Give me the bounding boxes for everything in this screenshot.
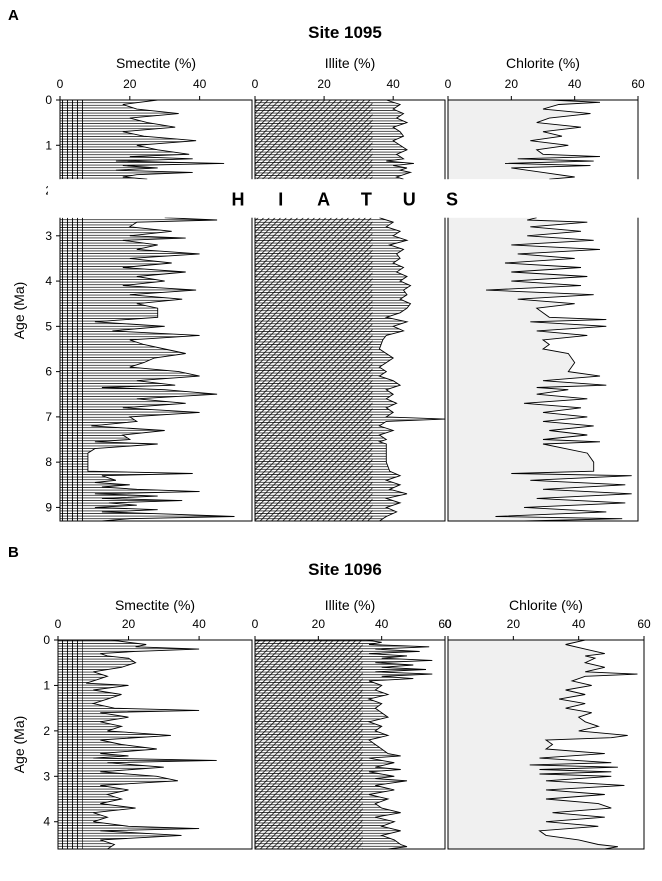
x-tick-label: 20 <box>312 617 326 631</box>
hiatus-letter: T <box>361 189 372 209</box>
data-area-fill <box>448 640 638 849</box>
x-tick-label: 0 <box>252 77 259 91</box>
track-label: Illite (%) <box>325 55 376 71</box>
track-label: Chlorite (%) <box>509 597 583 613</box>
hiatus-letter: I <box>278 189 283 209</box>
data-area-fill <box>448 100 600 180</box>
data-curve <box>386 100 414 180</box>
y-tick-label: 1 <box>45 138 52 152</box>
track-smectite: 0 20 40 Smectite (%) <box>55 597 253 850</box>
data-base-fill <box>255 217 373 521</box>
panel-label: A <box>8 7 19 24</box>
data-curve <box>365 640 433 849</box>
x-tick-label: 40 <box>387 77 401 91</box>
x-tick-label: 60 <box>637 617 651 631</box>
data-base-fill <box>60 217 85 521</box>
y-tick-label: 1 <box>43 678 50 692</box>
y-tick-label: 6 <box>45 365 52 379</box>
x-tick-label: 40 <box>192 617 206 631</box>
x-tick-label: 0 <box>55 617 62 631</box>
data-curve <box>86 640 217 849</box>
data-area-fill <box>58 640 217 849</box>
track-smectite: 0 20 40 Smectite (%) <box>57 55 253 522</box>
panel-title: Site 1095 <box>308 23 382 42</box>
hiatus-mask <box>48 179 648 218</box>
track-frame <box>254 99 446 522</box>
x-tick-label: 20 <box>317 77 331 91</box>
x-tick-label: 60 <box>631 77 645 91</box>
data-curve <box>485 217 632 521</box>
track-illite: 0 20 40 Illite (%) <box>252 55 446 522</box>
track-frame <box>57 639 253 850</box>
panel-label: B <box>8 544 19 561</box>
data-base-fill <box>255 640 363 849</box>
data-curve <box>529 640 638 849</box>
y-tick-label: 2 <box>43 724 50 738</box>
data-curve <box>504 100 601 180</box>
y-tick-label: 0 <box>43 633 50 647</box>
x-tick-label: 40 <box>193 77 207 91</box>
data-curve <box>115 100 225 180</box>
track-frame <box>447 639 645 850</box>
y-tick-label: 3 <box>43 769 50 783</box>
data-curve <box>377 217 445 521</box>
track-label: Smectite (%) <box>116 55 196 71</box>
track-label: Smectite (%) <box>115 597 195 613</box>
panel-title: Site 1096 <box>308 560 382 579</box>
x-tick-label: 40 <box>572 617 586 631</box>
x-tick-label: 40 <box>568 77 582 91</box>
x-tick-label: 0 <box>445 617 452 631</box>
data-base-fill <box>58 640 83 849</box>
data-base-fill <box>60 100 85 180</box>
x-tick-label: 0 <box>57 77 64 91</box>
y-tick-label: 4 <box>43 815 50 829</box>
track-chlorite: 0 20 40 60 Chlorite (%) <box>445 55 645 522</box>
y-tick-label: 9 <box>45 500 52 514</box>
x-tick-label: 60 <box>438 617 452 631</box>
x-tick-label: 20 <box>507 617 521 631</box>
y-tick-label: 7 <box>45 410 52 424</box>
y-axis-label: Age (Ma) <box>11 716 27 774</box>
x-tick-label: 0 <box>445 77 452 91</box>
x-tick-label: 40 <box>375 617 389 631</box>
y-tick-label: 8 <box>45 455 52 469</box>
y-tick-label: 0 <box>45 93 52 107</box>
track-frame <box>59 99 253 522</box>
hiatus-letter: S <box>446 189 458 209</box>
x-tick-label: 20 <box>122 617 136 631</box>
track-frame <box>254 639 446 850</box>
track-chlorite: 0 20 40 60 Chlorite (%) <box>445 597 651 850</box>
x-tick-label: 20 <box>123 77 137 91</box>
y-tick-label: 4 <box>45 274 52 288</box>
data-base-fill <box>255 100 373 180</box>
y-axis-label: Age (Ma) <box>11 282 27 340</box>
y-tick-label: 5 <box>45 319 52 333</box>
data-area-fill <box>60 100 225 180</box>
track-frame <box>447 99 639 522</box>
hiatus-letter: H <box>232 189 245 209</box>
x-tick-label: 0 <box>252 617 259 631</box>
track-label: Chlorite (%) <box>506 55 580 71</box>
track-illite: 0 20 40 60 Illite (%) <box>252 597 452 850</box>
hiatus-letter: U <box>403 189 416 209</box>
data-area-fill <box>448 217 632 521</box>
track-label: Illite (%) <box>325 597 376 613</box>
hiatus-letter: A <box>317 189 330 209</box>
y-tick-label: 3 <box>45 229 52 243</box>
data-curve <box>87 217 235 521</box>
data-area-fill <box>60 217 235 521</box>
x-tick-label: 20 <box>505 77 519 91</box>
